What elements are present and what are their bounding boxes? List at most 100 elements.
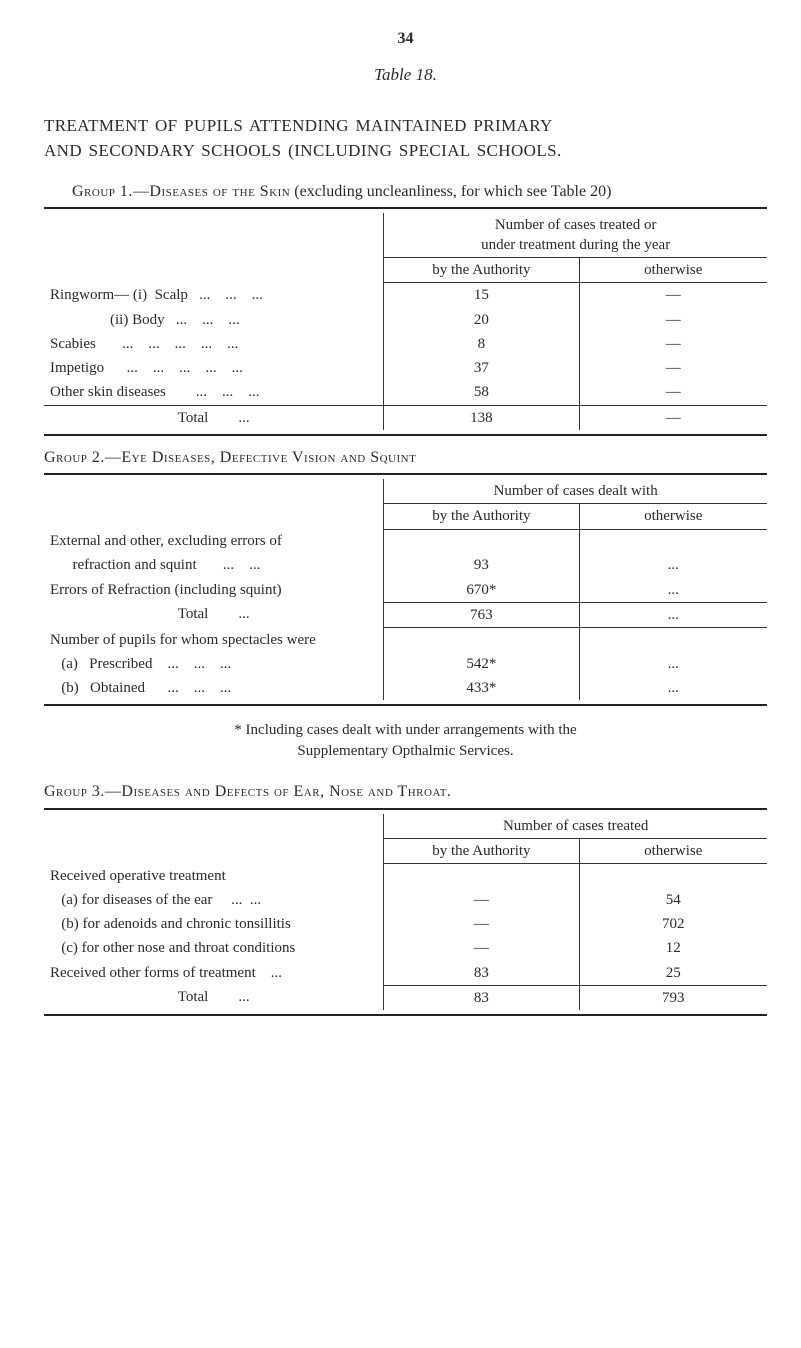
table-row: (a) for diseases of the ear ... ... — 54 <box>44 888 767 912</box>
total-a: 138 <box>384 405 579 430</box>
col-a-header: by the Authority <box>384 838 579 863</box>
group1-tail: (excluding uncleanliness, for which see … <box>290 183 611 200</box>
page-number: 34 <box>44 28 767 50</box>
row-label: (c) for other nose and throat conditions <box>44 936 384 960</box>
main-heading: TREATMENT OF PUPILS ATTENDING MAINTAINED… <box>44 113 767 164</box>
group1-prefix: Group 1.— <box>72 183 149 200</box>
table-row: (a) Prescribed ... ... ... 542* ... <box>44 652 767 676</box>
group1-span-header: Number of cases treated or under treatme… <box>384 213 767 258</box>
row-val-b: 25 <box>579 961 767 986</box>
group1-total-row: Total ... 138 — <box>44 405 767 430</box>
row-val-a: 670* <box>384 578 579 603</box>
table-row: (b) Obtained ... ... ... 433* ... <box>44 676 767 700</box>
row-val-a: — <box>384 912 579 936</box>
row-val-b: ... <box>579 676 767 700</box>
rule <box>44 207 767 209</box>
table-row: Impetigo ... ... ... ... ... 37 — <box>44 356 767 380</box>
rule <box>44 808 767 810</box>
total-label: Total ... <box>44 985 384 1010</box>
row-val-b: 702 <box>579 912 767 936</box>
table-row: External and other, excluding errors of <box>44 529 767 553</box>
table-row: Scabies ... ... ... ... ... 8 — <box>44 332 767 356</box>
row-label: Impetigo ... ... ... ... ... <box>44 356 384 380</box>
group2-span-header: Number of cases dealt with <box>384 479 767 504</box>
row-val-a <box>384 864 579 888</box>
row-val-a: 15 <box>384 283 579 308</box>
rule <box>44 434 767 436</box>
group3-span-header-row: Number of cases treated <box>44 814 767 839</box>
row-val-a: 93 <box>384 553 579 577</box>
col-b-header: otherwise <box>579 504 767 529</box>
row-val-a: 83 <box>384 961 579 986</box>
table-row: Number of pupils for whom spectacles wer… <box>44 628 767 652</box>
footnote-l2: Supplementary Opthalmic Services. <box>297 743 513 759</box>
heading-line-2: AND SECONDARY SCHOOLS (INCLUDING SPECIAL… <box>44 141 562 160</box>
group3-table: Number of cases treated by the Authority… <box>44 814 767 1011</box>
group1-title-sc: Diseases of the Skin <box>149 183 290 200</box>
group2-prefix: Group 2.— <box>44 449 121 466</box>
table-row: (c) for other nose and throat conditions… <box>44 936 767 960</box>
table-row: Errors of Refraction (including squint) … <box>44 578 767 603</box>
table-label: Table 18. <box>44 64 767 87</box>
table-row: (b) for adenoids and chronic tonsillitis… <box>44 912 767 936</box>
table-row: Received other forms of treatment ... 83… <box>44 961 767 986</box>
row-val-b: — <box>579 356 767 380</box>
row-val-b: ... <box>579 553 767 577</box>
row-val-a: — <box>384 888 579 912</box>
row-val-a <box>384 529 579 553</box>
table-row: Ringworm— (i) Scalp ... ... ... 15 — <box>44 283 767 308</box>
row-val-a: 8 <box>384 332 579 356</box>
row-label: Ringworm— (i) Scalp ... ... ... <box>44 283 384 308</box>
group3-title: Group 3.—Diseases and Defects of Ear, No… <box>44 780 767 803</box>
rule <box>44 704 767 706</box>
col-a-header: by the Authority <box>384 258 579 283</box>
col-a-header: by the Authority <box>384 504 579 529</box>
footnote-l1: * Including cases dealt with under arran… <box>234 722 576 738</box>
row-val-b: 12 <box>579 936 767 960</box>
group2-sub-header: by the Authority otherwise <box>44 504 767 529</box>
row-label: Other skin diseases ... ... ... <box>44 380 384 405</box>
total-b: 793 <box>579 985 767 1010</box>
row-val-b: 54 <box>579 888 767 912</box>
row-label: Scabies ... ... ... ... ... <box>44 332 384 356</box>
rule <box>44 473 767 475</box>
total-label: Total ... <box>44 405 384 430</box>
col-b-header: otherwise <box>579 258 767 283</box>
group3-prefix: Group 3.— <box>44 783 121 800</box>
group1-title: Group 1.—Diseases of the Skin (excluding… <box>44 180 767 203</box>
table-row: refraction and squint ... ... 93 ... <box>44 553 767 577</box>
row-label: Errors of Refraction (including squint) <box>44 578 384 603</box>
row-val-b: — <box>579 332 767 356</box>
row-val-b: — <box>579 283 767 308</box>
row-label: External and other, excluding errors of <box>44 529 384 553</box>
row-val-a: 542* <box>384 652 579 676</box>
group3-title-sc: Diseases and Defects of Ear, Nose and Th… <box>121 783 451 800</box>
row-label: Received other forms of treatment ... <box>44 961 384 986</box>
row-val-b <box>579 864 767 888</box>
row-val-b: ... <box>579 652 767 676</box>
row-val-b: ... <box>579 578 767 603</box>
row-label: Received operative treatment <box>44 864 384 888</box>
col-b-header: otherwise <box>579 838 767 863</box>
table-row: Other skin diseases ... ... ... 58 — <box>44 380 767 405</box>
row-label: refraction and squint ... ... <box>44 553 384 577</box>
group3-span-header: Number of cases treated <box>384 814 767 839</box>
row-val-a: 37 <box>384 356 579 380</box>
row-label: (b) for adenoids and chronic tonsillitis <box>44 912 384 936</box>
row-val-b <box>579 529 767 553</box>
group1-table: Number of cases treated or under treatme… <box>44 213 767 430</box>
group1-sub-header: by the Authority otherwise <box>44 258 767 283</box>
heading-line-1: TREATMENT OF PUPILS ATTENDING MAINTAINED… <box>44 116 553 135</box>
row-label: (a) Prescribed ... ... ... <box>44 652 384 676</box>
row-label: (ii) Body ... ... ... <box>44 308 384 332</box>
row-val-b <box>579 628 767 652</box>
row-label: (b) Obtained ... ... ... <box>44 676 384 700</box>
table-row: Received operative treatment <box>44 864 767 888</box>
total-a: 763 <box>384 602 579 627</box>
group3-sub-header: by the Authority otherwise <box>44 838 767 863</box>
table-row: (ii) Body ... ... ... 20 — <box>44 308 767 332</box>
row-val-a: 58 <box>384 380 579 405</box>
group2-title-sc: Eye Diseases, Defective Vision and Squin… <box>121 449 416 466</box>
row-val-a: 20 <box>384 308 579 332</box>
group2-total-row: Total ... 763 ... <box>44 602 767 627</box>
